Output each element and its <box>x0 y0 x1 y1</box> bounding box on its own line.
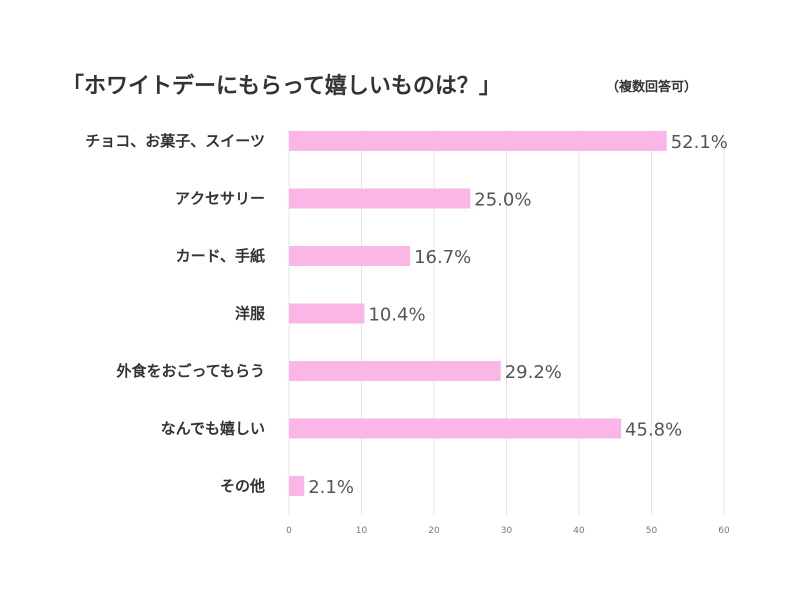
bar <box>289 188 471 209</box>
category-label: 洋服 <box>235 305 266 323</box>
category-label: なんでも嬉しい <box>161 420 265 438</box>
data-label: 29.2% <box>505 362 562 383</box>
data-label: 2.1% <box>308 477 354 498</box>
data-label: 25.0% <box>474 190 531 211</box>
category-label: 外食をおごってもらう <box>115 362 265 380</box>
x-tick-label: 30 <box>501 526 513 536</box>
data-label: 10.4% <box>368 305 425 326</box>
bar <box>289 246 411 266</box>
x-tick-label: 20 <box>428 526 440 536</box>
bar <box>289 303 365 324</box>
bar <box>289 476 305 496</box>
category-label: チョコ、お菓子、スイーツ <box>85 132 265 150</box>
bar <box>289 361 501 381</box>
data-label: 16.7% <box>414 247 471 268</box>
chart-subtitle: （複数回答可） <box>606 80 698 95</box>
x-tick-label: 40 <box>573 526 585 536</box>
category-label: カード、手紙 <box>176 247 265 265</box>
category-label: その他 <box>220 477 265 495</box>
category-label: アクセサリー <box>175 190 265 208</box>
data-label: 45.8% <box>625 420 682 441</box>
chart-title: 「ホワイトデーにもらって嬉しいものは？」 <box>62 74 501 99</box>
x-tick-label: 50 <box>646 526 658 536</box>
x-tick-label: 60 <box>718 526 730 536</box>
bar <box>289 418 622 439</box>
x-tick-label: 10 <box>356 526 368 536</box>
bar <box>289 131 667 151</box>
data-label: 52.1% <box>671 132 728 153</box>
x-tick-label: 0 <box>286 526 292 536</box>
